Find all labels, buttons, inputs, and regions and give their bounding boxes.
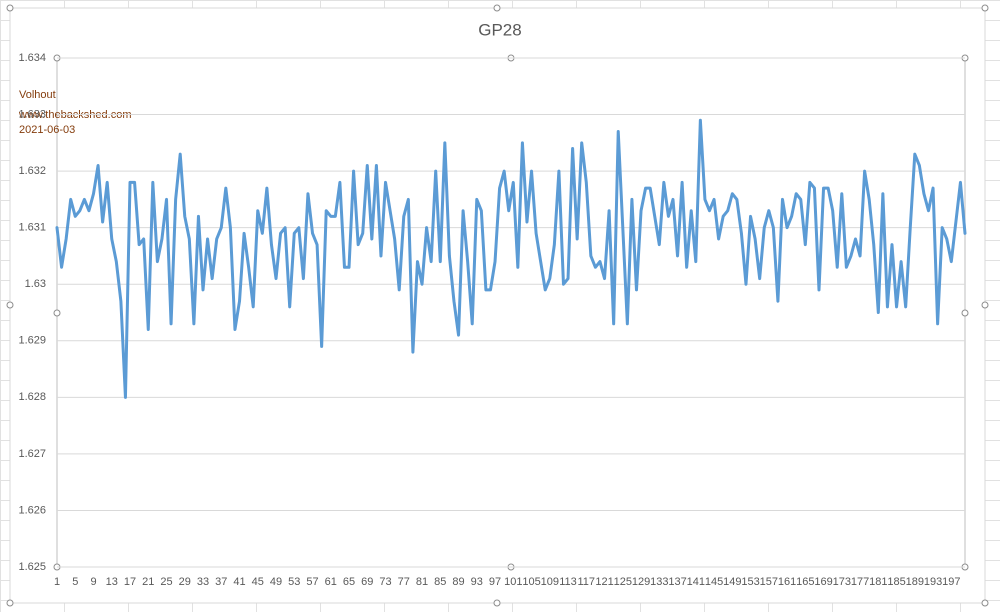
handle bbox=[981, 599, 989, 607]
x-tick-label: 81 bbox=[416, 576, 428, 588]
y-tick-label: 1.627 bbox=[18, 448, 46, 460]
x-tick-label: 165 bbox=[796, 576, 814, 588]
x-tick-label: 73 bbox=[379, 576, 391, 588]
x-tick-label: 65 bbox=[343, 576, 355, 588]
x-tick-label: 149 bbox=[723, 576, 741, 588]
y-tick-label: 1.633 bbox=[18, 108, 46, 120]
x-tick-label: 117 bbox=[578, 576, 596, 588]
x-tick-label: 141 bbox=[687, 576, 705, 588]
x-tick-label: 113 bbox=[559, 576, 577, 588]
handle bbox=[53, 309, 61, 317]
handle bbox=[961, 309, 969, 317]
selection-handles bbox=[6, 4, 989, 607]
x-tick-label: 13 bbox=[106, 576, 118, 588]
x-tick-label: 145 bbox=[705, 576, 723, 588]
x-tick-label: 157 bbox=[760, 576, 778, 588]
chart-area bbox=[9, 7, 986, 604]
x-tick-label: 153 bbox=[741, 576, 759, 588]
x-tick-label: 53 bbox=[288, 576, 300, 588]
x-tick-label: 97 bbox=[489, 576, 501, 588]
y-tick-label: 1.631 bbox=[18, 222, 46, 234]
x-tick-label: 133 bbox=[650, 576, 668, 588]
x-tick-label: 21 bbox=[142, 576, 154, 588]
y-tick-label: 1.634 bbox=[18, 52, 46, 64]
handle bbox=[6, 4, 14, 12]
x-tick-label: 1 bbox=[54, 576, 60, 588]
x-tick-label: 49 bbox=[270, 576, 282, 588]
x-tick-label: 177 bbox=[851, 576, 869, 588]
x-tick-label: 169 bbox=[814, 576, 832, 588]
x-tick-label: 69 bbox=[361, 576, 373, 588]
x-tick-label: 29 bbox=[179, 576, 191, 588]
annotation: Volhout bbox=[19, 89, 56, 101]
x-tick-label: 85 bbox=[434, 576, 446, 588]
x-tick-label: 109 bbox=[541, 576, 559, 588]
marks bbox=[55, 118, 967, 399]
x-tick-label: 57 bbox=[306, 576, 318, 588]
annotation: 2021-06-03 bbox=[19, 124, 75, 136]
handle bbox=[6, 301, 14, 309]
x-tick-label: 61 bbox=[325, 576, 337, 588]
y-tick-label: 1.632 bbox=[18, 165, 46, 177]
x-tick-label: 189 bbox=[906, 576, 924, 588]
x-tick-label: 105 bbox=[522, 576, 540, 588]
data-line bbox=[55, 118, 967, 399]
y-tick-label: 1.628 bbox=[18, 391, 46, 403]
x-tick-label: 193 bbox=[924, 576, 942, 588]
x-tick-label: 161 bbox=[778, 576, 796, 588]
x-tick-label: 5 bbox=[72, 576, 78, 588]
x-tick-label: 41 bbox=[233, 576, 245, 588]
y-tick-label: 1.629 bbox=[18, 335, 46, 347]
x-tick-label: 93 bbox=[471, 576, 483, 588]
y-tick-label: 1.63 bbox=[25, 278, 46, 290]
handle bbox=[981, 4, 989, 12]
x-tick-label: 101 bbox=[504, 576, 522, 588]
handle bbox=[6, 599, 14, 607]
y-tick-label: 1.626 bbox=[18, 504, 46, 516]
x-tick-label: 125 bbox=[614, 576, 632, 588]
x-tick-label: 89 bbox=[452, 576, 464, 588]
grid bbox=[57, 57, 965, 568]
x-tick-label: 9 bbox=[90, 576, 96, 588]
x-tick-label: 121 bbox=[595, 576, 613, 588]
y-tick-label: 1.625 bbox=[18, 561, 46, 573]
handle bbox=[493, 4, 501, 12]
handle bbox=[493, 599, 501, 607]
x-tick-label: 185 bbox=[887, 576, 905, 588]
chart-title: GP28 bbox=[478, 20, 521, 39]
x-tick-label: 17 bbox=[124, 576, 136, 588]
x-tick-label: 37 bbox=[215, 576, 227, 588]
x-tick-label: 25 bbox=[160, 576, 172, 588]
x-tick-label: 45 bbox=[252, 576, 264, 588]
x-tick-label: 197 bbox=[942, 576, 960, 588]
handle bbox=[981, 301, 989, 309]
x-tick-label: 33 bbox=[197, 576, 209, 588]
x-tick-label: 137 bbox=[668, 576, 686, 588]
x-tick-label: 77 bbox=[398, 576, 410, 588]
x-tick-label: 173 bbox=[833, 576, 851, 588]
x-tick-label: 129 bbox=[632, 576, 650, 588]
x-tick-label: 181 bbox=[869, 576, 887, 588]
